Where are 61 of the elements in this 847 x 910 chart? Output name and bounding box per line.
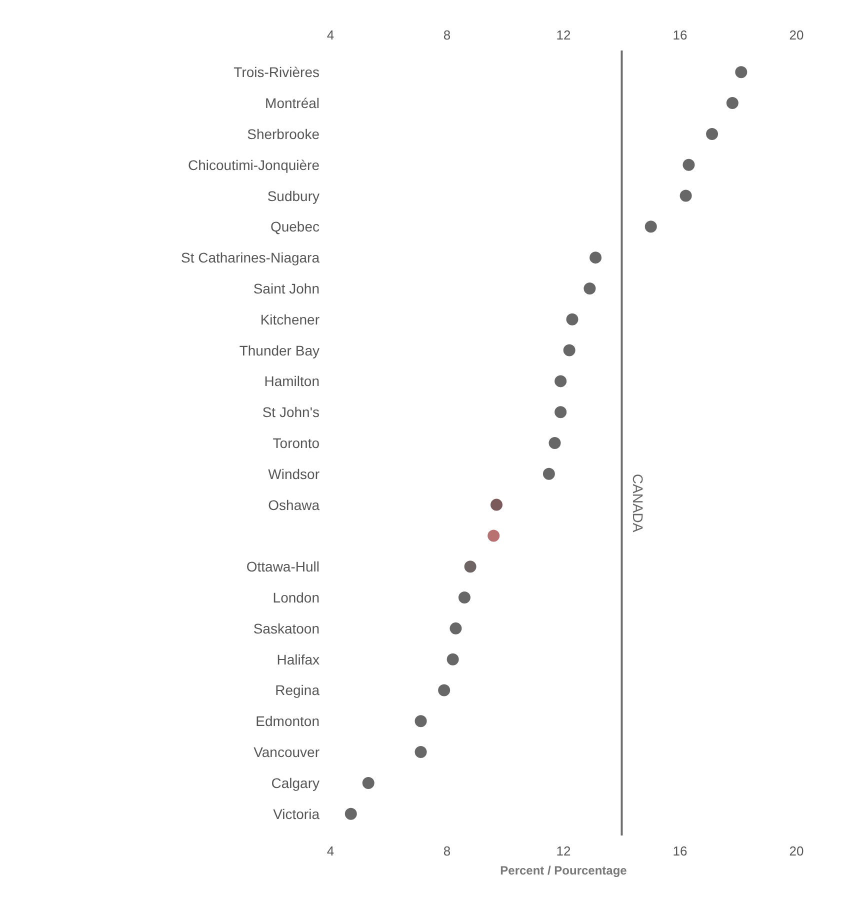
ref-line-label: CANADA xyxy=(630,474,646,533)
y-tick-label: Windsor xyxy=(268,466,320,482)
y-tick-label: Hamilton xyxy=(264,373,320,390)
y-tick-label: Ottawa-Hull xyxy=(246,558,320,575)
y-tick-label: Calgary xyxy=(271,774,320,791)
y-tick-label: Toronto xyxy=(272,435,320,451)
y-tick-label: Sudbury xyxy=(267,188,320,204)
x2-tick-label: 12 xyxy=(556,28,571,42)
point xyxy=(414,746,427,758)
point xyxy=(414,715,427,728)
point xyxy=(584,282,596,294)
point xyxy=(362,776,374,789)
x2-tick-label: 16 xyxy=(672,28,688,42)
point xyxy=(726,97,738,110)
y-tick-label: Vancouver xyxy=(254,744,320,760)
y-tick-label: London xyxy=(272,590,320,606)
point xyxy=(680,190,692,202)
x2-tick-label: 20 xyxy=(789,28,804,42)
y-tick-label: St John's xyxy=(262,404,320,420)
point xyxy=(464,560,476,573)
point xyxy=(554,406,567,418)
x-tick-label: 16 xyxy=(672,844,688,858)
x-axis-title: Percent / Pourcentage xyxy=(500,864,628,878)
y-tick-label: Halifax xyxy=(276,651,320,668)
y-tick-label: Quebec xyxy=(270,218,320,235)
point xyxy=(735,66,748,78)
point xyxy=(554,375,567,388)
point xyxy=(706,128,718,140)
point xyxy=(644,220,657,233)
y-tick-label: Montréal xyxy=(265,95,320,112)
point xyxy=(590,252,602,264)
point xyxy=(488,530,500,542)
x-tick-label: 20 xyxy=(789,844,804,858)
point xyxy=(566,313,578,326)
point xyxy=(682,158,695,171)
point xyxy=(458,592,470,604)
x2-tick-label: 4 xyxy=(326,28,334,42)
y-tick-label: Edmonton xyxy=(256,713,320,730)
point xyxy=(438,684,450,696)
y-tick-label: Oshawa xyxy=(268,496,320,513)
point xyxy=(548,437,561,449)
point xyxy=(563,344,576,356)
x-tick-label: 8 xyxy=(443,844,451,858)
x-tick-label: 12 xyxy=(556,844,571,858)
point xyxy=(490,498,503,511)
y-tick-label: St Catharines-Niagara xyxy=(180,250,320,266)
point xyxy=(344,808,357,820)
y-tick-label: Regina xyxy=(275,682,320,698)
x-tick-label: 4 xyxy=(326,844,334,858)
y-tick-label: Saskatoon xyxy=(253,620,320,636)
point xyxy=(446,653,459,666)
point xyxy=(450,622,462,634)
y-tick-label: Saint John xyxy=(253,280,320,296)
y-tick-label: Trois-Rivières xyxy=(234,64,320,80)
y-tick-label: Chicoutimi-Jonquière xyxy=(188,156,320,173)
y-tick-label: Victoria xyxy=(273,806,320,822)
point xyxy=(542,468,555,480)
y-tick-label: Sherbrooke xyxy=(247,126,320,142)
x2-tick-label: 8 xyxy=(443,28,451,42)
y-tick-label: Thunder Bay xyxy=(239,342,320,358)
y-tick-label: Kitchener xyxy=(260,311,320,328)
